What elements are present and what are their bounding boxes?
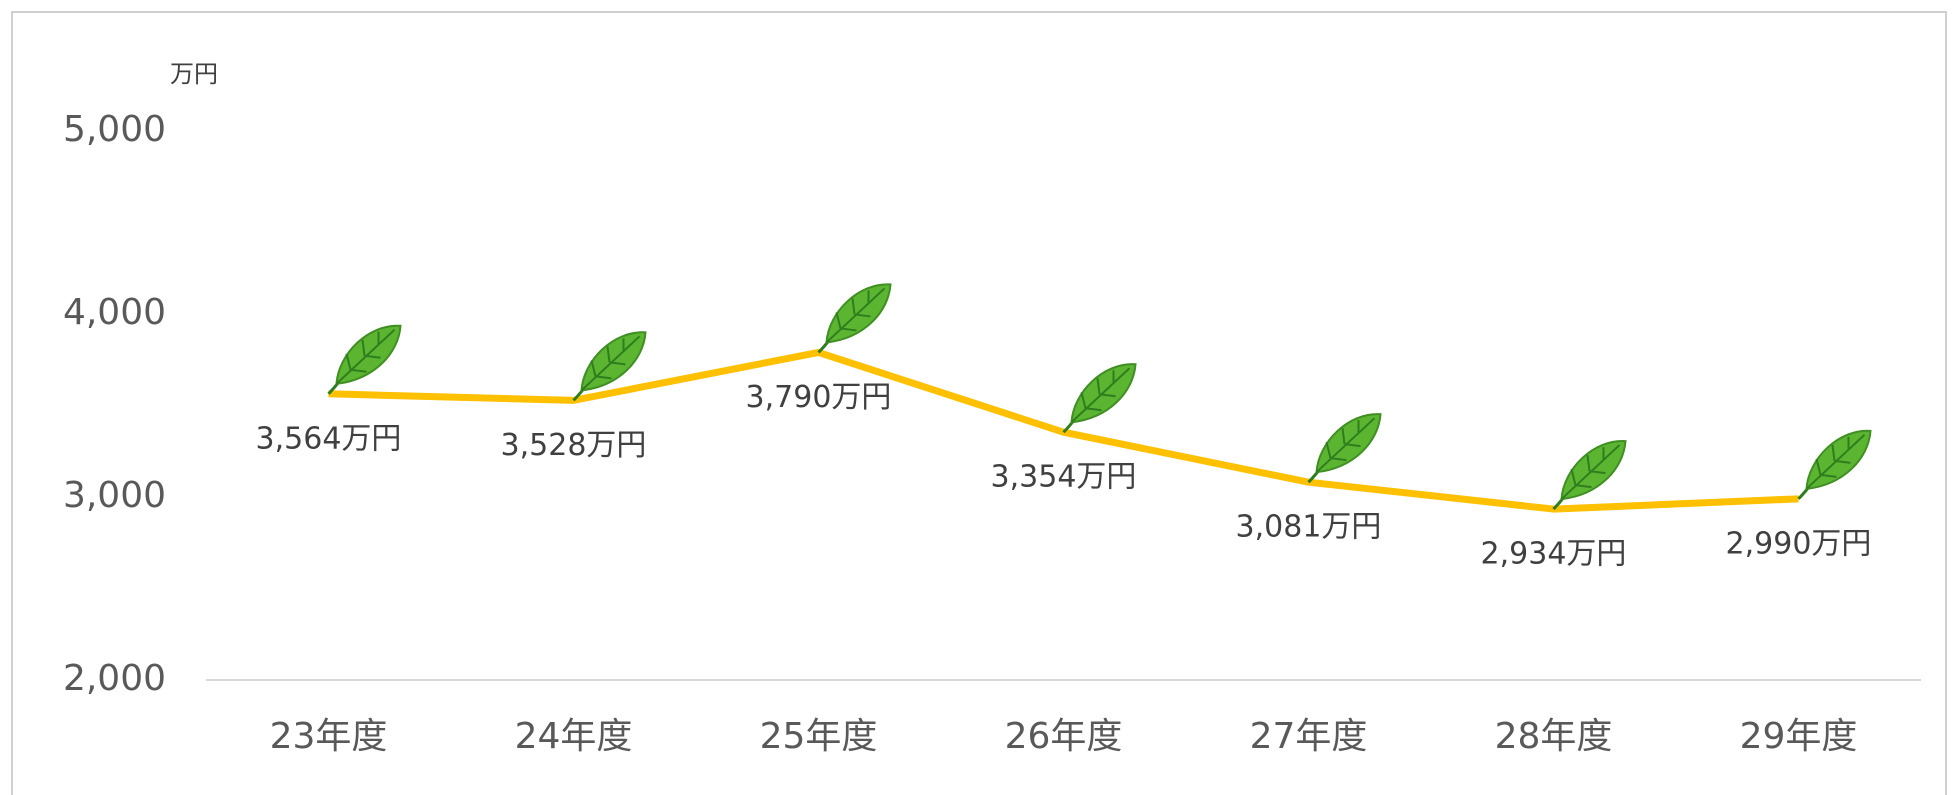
y-tick-label: 3,000	[63, 475, 166, 516]
data-label: 3,790万円	[746, 380, 892, 415]
y-unit-label: 万円	[170, 60, 218, 88]
x-tick-label: 23年度	[270, 716, 388, 757]
y-tick-label: 4,000	[63, 292, 166, 333]
data-label: 3,528万円	[501, 428, 647, 463]
x-tick-label: 25年度	[760, 716, 878, 757]
data-label: 3,081万円	[1236, 510, 1382, 545]
x-tick-label: 29年度	[1740, 716, 1858, 757]
x-tick-label: 26年度	[1005, 716, 1123, 757]
page: {"chart_data": {"type": "line", "y_unit"…	[0, 0, 1959, 795]
y-tick-label: 2,000	[63, 658, 166, 699]
x-tick-label: 24年度	[515, 716, 633, 757]
y-tick-label: 5,000	[63, 109, 166, 150]
x-tick-label: 28年度	[1495, 716, 1613, 757]
data-label: 3,564万円	[256, 421, 402, 456]
data-label: 2,990万円	[1726, 526, 1872, 561]
chart: 万円 2,000 3,000 4,000 5,000 23年度 24年度 25年度 26年度 2…	[0, 0, 1959, 795]
x-tick-label: 27年度	[1250, 716, 1368, 757]
data-label: 3,354万円	[991, 460, 1137, 495]
data-label: 2,934万円	[1481, 537, 1627, 572]
